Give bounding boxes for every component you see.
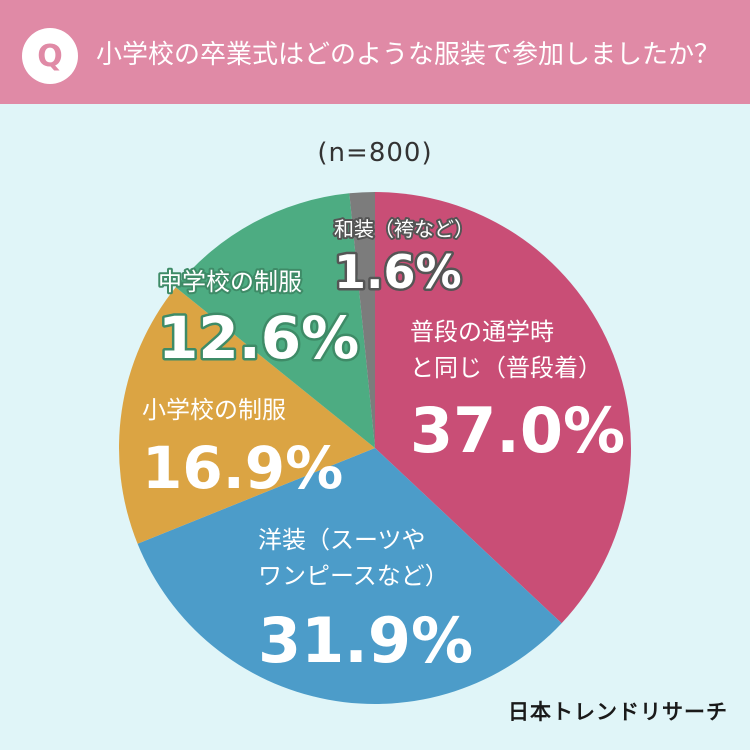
slice-value-label: 12.6% [158,304,359,372]
slice-label: 中学校の制服 [158,268,302,296]
pie-slice [118,287,375,544]
sample-size: (n=800) [317,138,433,168]
slice-label: 洋装（スーツや [258,526,426,554]
question-header: Q 小学校の卒業式はどのような服装で参加しましたか？ [0,0,750,104]
slice-value-label: 1.6% [334,245,462,299]
slice-label: 小学校の制服 [142,396,286,424]
slice-label: と同じ（普段着） [410,354,602,382]
slice-value-label: 16.9% [142,434,343,502]
pie-slice [349,192,375,448]
pie-slice [375,192,632,624]
slice-value-label: 37.0% [410,394,625,467]
brand-logo: 日本トレンドリサーチ [508,700,728,724]
question-text: 小学校の卒業式はどのような服装で参加しましたか？ [96,40,721,70]
slice-value-label: 31.9% [258,604,473,677]
question-badge: Q [22,28,78,84]
slice-label: 普段の通学時 [410,318,554,346]
question-badge-letter: Q [37,38,63,74]
pie-slice [137,448,562,705]
slice-label: ワンピースなど） [258,562,449,590]
pie-slice [175,193,375,448]
slice-label: 和装（袴など） [334,217,474,241]
